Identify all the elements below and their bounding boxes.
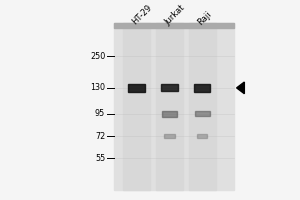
Text: HT-29: HT-29 — [130, 3, 154, 27]
Text: 72: 72 — [95, 132, 105, 141]
Text: 95: 95 — [95, 109, 105, 118]
Bar — [197, 134, 208, 138]
Text: 250: 250 — [90, 52, 105, 61]
Bar — [156, 23, 183, 190]
Text: Raji: Raji — [196, 9, 213, 27]
Bar — [123, 23, 150, 190]
Bar — [189, 23, 216, 190]
Text: 55: 55 — [95, 154, 105, 163]
Text: 130: 130 — [90, 83, 105, 92]
Bar — [195, 111, 210, 116]
Bar — [164, 134, 175, 138]
Bar — [114, 23, 234, 190]
Bar — [128, 84, 145, 92]
Text: Jurkat: Jurkat — [163, 3, 187, 27]
Bar — [162, 111, 177, 117]
Bar — [161, 84, 178, 91]
Bar — [114, 23, 234, 28]
Bar — [194, 84, 211, 92]
Polygon shape — [237, 82, 244, 94]
